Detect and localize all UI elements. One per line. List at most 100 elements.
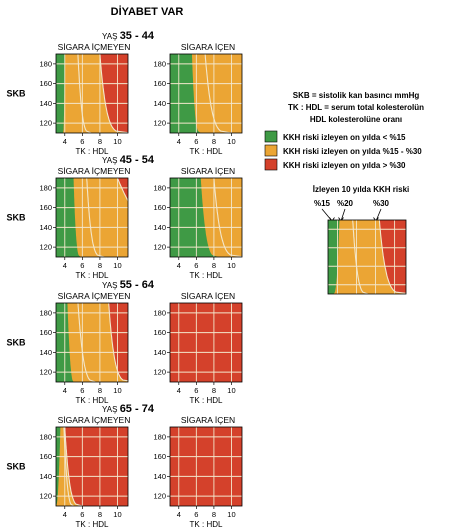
panel-border — [55, 426, 129, 507]
y-tick-label: 180 — [153, 183, 166, 192]
line-20pct — [213, 178, 242, 257]
y-tick-label: 160 — [39, 328, 52, 337]
y-tick-label: 140 — [39, 472, 52, 481]
legend-swatch-low — [264, 130, 278, 143]
line-20pct — [86, 178, 105, 257]
line-30pct — [108, 303, 128, 382]
panel-border — [169, 177, 243, 258]
panel-border — [55, 177, 129, 258]
line-30pct — [116, 178, 128, 202]
example-label-20: %20 — [337, 199, 354, 208]
example-label-30: %30 — [373, 199, 390, 208]
y-tick-label: 180 — [153, 59, 166, 68]
y-tick-label: 140 — [39, 223, 52, 232]
y-tick-label: 140 — [153, 472, 166, 481]
y-tick-label: 120 — [153, 492, 166, 501]
panel-border — [55, 53, 129, 134]
x-axis-label: TK : HDL — [190, 147, 223, 156]
region-mid — [192, 54, 242, 133]
age-range: 45 - 54 — [120, 154, 155, 166]
panel-border — [327, 219, 407, 295]
x-tick-label: 8 — [212, 386, 216, 395]
example-risk-box: İzleyen 10 yılda KKH riski %15 %20 %30 — [313, 185, 409, 295]
line-20pct — [77, 303, 96, 382]
x-tick-label: 4 — [63, 386, 67, 395]
age-prefix: YAŞ — [102, 32, 120, 41]
panel-non-smoker: 4 6 8 10 120 140 160 180 TK : HDL — [39, 302, 129, 405]
x-axis-label: TK : HDL — [190, 271, 223, 280]
line-30pct — [378, 220, 406, 294]
legend-label-mid: KKH riski izleyen on yılda %15 - %30 — [283, 147, 422, 156]
note-ratio-cont: HDL kolesterolüne oranı — [310, 115, 402, 124]
y-tick-label: 120 — [39, 119, 52, 128]
example-label-15: %15 — [314, 199, 331, 208]
panel-border — [169, 53, 243, 134]
y-axis-label: SKB — [6, 89, 26, 99]
example-box — [327, 219, 407, 295]
example-arrow — [340, 208, 346, 222]
legend: KKH riski izleyen on yılda < %15 KKH ris… — [264, 130, 422, 171]
y-tick-label: 160 — [153, 328, 166, 337]
x-axis-label: TK : HDL — [76, 396, 109, 405]
line-30pct — [245, 178, 267, 257]
note-ratio: TK : HDL = serum total kolesterolün — [288, 103, 424, 112]
age-prefix: YAŞ — [102, 156, 120, 165]
x-tick-label: 6 — [80, 510, 84, 519]
example-arrows — [321, 208, 382, 222]
y-tick-label: 180 — [153, 308, 166, 317]
age-prefix: YAŞ — [102, 405, 120, 414]
x-tick-label: 10 — [227, 386, 235, 395]
region-high — [64, 427, 128, 506]
x-tick-label: 6 — [194, 137, 198, 146]
y-tick-label: 140 — [39, 348, 52, 357]
panel-smoker: 4 6 8 10 120 140 160 180 TK : HDL — [153, 53, 243, 156]
x-tick-label: 10 — [113, 137, 121, 146]
x-tick-label: 10 — [227, 510, 235, 519]
age-range: 65 - 74 — [120, 403, 155, 415]
panel-non-smoker: 4 6 8 10 120 140 160 180 TK : HDL — [39, 53, 129, 156]
smoker-label: SİGARA İÇEN — [181, 291, 235, 301]
y-axis-label: SKB — [6, 462, 26, 472]
x-tick-label: 10 — [113, 386, 121, 395]
y-tick-label: 140 — [153, 348, 166, 357]
x-tick-label: 6 — [194, 261, 198, 270]
age-range: 55 - 64 — [120, 279, 155, 291]
legend-swatch-high — [264, 158, 278, 171]
panel-border — [55, 302, 129, 383]
x-axis-label: TK : HDL — [76, 147, 109, 156]
region-high — [99, 54, 128, 133]
y-tick-label: 160 — [39, 452, 52, 461]
x-tick-label: 6 — [80, 386, 84, 395]
x-tick-label: 8 — [98, 261, 102, 270]
line-20pct — [352, 220, 369, 294]
x-tick-label: 10 — [113, 261, 121, 270]
legend-swatch-mid — [264, 144, 278, 157]
x-tick-label: 4 — [177, 510, 181, 519]
x-tick-label: 8 — [98, 386, 102, 395]
x-tick-label: 6 — [80, 261, 84, 270]
x-tick-label: 4 — [63, 261, 67, 270]
non-smoker-label: SİGARA İÇMEYEN — [58, 166, 131, 176]
x-tick-label: 6 — [194, 510, 198, 519]
example-panel — [327, 219, 407, 295]
y-tick-label: 120 — [39, 492, 52, 501]
non-smoker-label: SİGARA İÇMEYEN — [58, 291, 131, 301]
region-high — [170, 427, 242, 506]
panel-non-smoker: 4 6 8 10 120 140 160 180 TK : HDL — [39, 177, 129, 280]
age-group-title: YAŞ 55 - 64 — [102, 279, 155, 291]
region-mid — [170, 427, 242, 506]
smoker-label: SİGARA İÇEN — [181, 415, 235, 425]
x-tick-label: 4 — [177, 261, 181, 270]
line-30pct — [99, 54, 128, 133]
y-tick-label: 180 — [153, 432, 166, 441]
x-tick-label: 10 — [227, 137, 235, 146]
age-group-title: YAŞ 45 - 54 — [102, 154, 155, 166]
x-tick-label: 8 — [212, 137, 216, 146]
y-tick-label: 180 — [39, 59, 52, 68]
y-tick-label: 180 — [39, 432, 52, 441]
x-tick-label: 8 — [98, 510, 102, 519]
x-axis-label: TK : HDL — [76, 520, 109, 529]
